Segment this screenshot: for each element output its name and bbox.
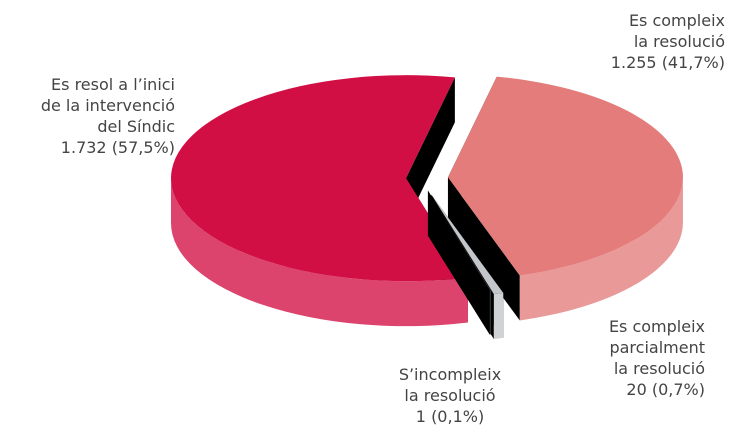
category-label: Es resol a l’inici de la intervenció del…: [40, 75, 175, 136]
category-label: Es compleix parcialment la resolució: [608, 317, 705, 378]
slice-wall: [493, 292, 504, 340]
slice: [447, 76, 683, 276]
slice-label: Es compleix parcialment la resolució 20 (…: [545, 316, 705, 400]
slice-label: Es resol a l’inici de la intervenció del…: [5, 74, 175, 158]
value-label: 1 (0,1%): [415, 407, 485, 426]
slice-wall: [519, 177, 683, 321]
slice-wall: [171, 178, 468, 327]
slice-side: [447, 177, 520, 321]
slice: [427, 190, 491, 291]
category-label: S’incompleix la resolució: [398, 365, 502, 405]
slice: [171, 75, 468, 282]
slice-label: Es compleix la resolució 1.255 (41,7%): [560, 10, 725, 73]
slice-side: [406, 77, 455, 224]
slice-label: S’incompleix la resolució 1 (0,1%): [370, 364, 530, 427]
value-label: 20 (0,7%): [626, 380, 705, 399]
value-label: 1.732 (57,5%): [60, 138, 175, 157]
category-label: Es compleix la resolució: [628, 11, 725, 51]
slice-side: [427, 190, 490, 336]
slice: [431, 194, 504, 295]
value-label: 1.255 (41,7%): [610, 53, 725, 72]
